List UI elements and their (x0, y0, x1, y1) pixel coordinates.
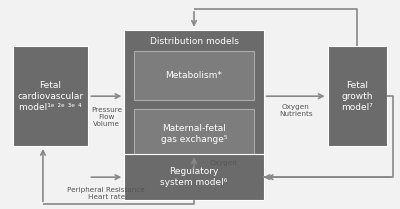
FancyBboxPatch shape (134, 51, 254, 100)
FancyBboxPatch shape (124, 30, 264, 171)
Text: Peripheral Resistance
Heart rate: Peripheral Resistance Heart rate (68, 187, 145, 200)
Text: Metabolism*: Metabolism* (166, 71, 222, 80)
Text: Oxygen: Oxygen (210, 160, 238, 166)
Text: Fetal
cardiovascular
model¹ᵉ ²ᵉ ³ᵉ ⁴: Fetal cardiovascular model¹ᵉ ²ᵉ ³ᵉ ⁴ (18, 81, 84, 112)
FancyBboxPatch shape (328, 46, 387, 146)
Text: Regulatory
system model⁶: Regulatory system model⁶ (160, 167, 228, 187)
Text: Maternal-fetal
gas exchange⁵: Maternal-fetal gas exchange⁵ (161, 124, 227, 144)
Text: Oxygen
Nutrients: Oxygen Nutrients (279, 104, 312, 117)
Text: Fetal
growth
model⁷: Fetal growth model⁷ (342, 81, 373, 112)
FancyBboxPatch shape (13, 46, 88, 146)
Text: Pressure
Flow
Volume: Pressure Flow Volume (91, 107, 122, 127)
FancyBboxPatch shape (134, 109, 254, 158)
Text: Distribution models: Distribution models (150, 37, 238, 46)
FancyBboxPatch shape (124, 154, 264, 200)
